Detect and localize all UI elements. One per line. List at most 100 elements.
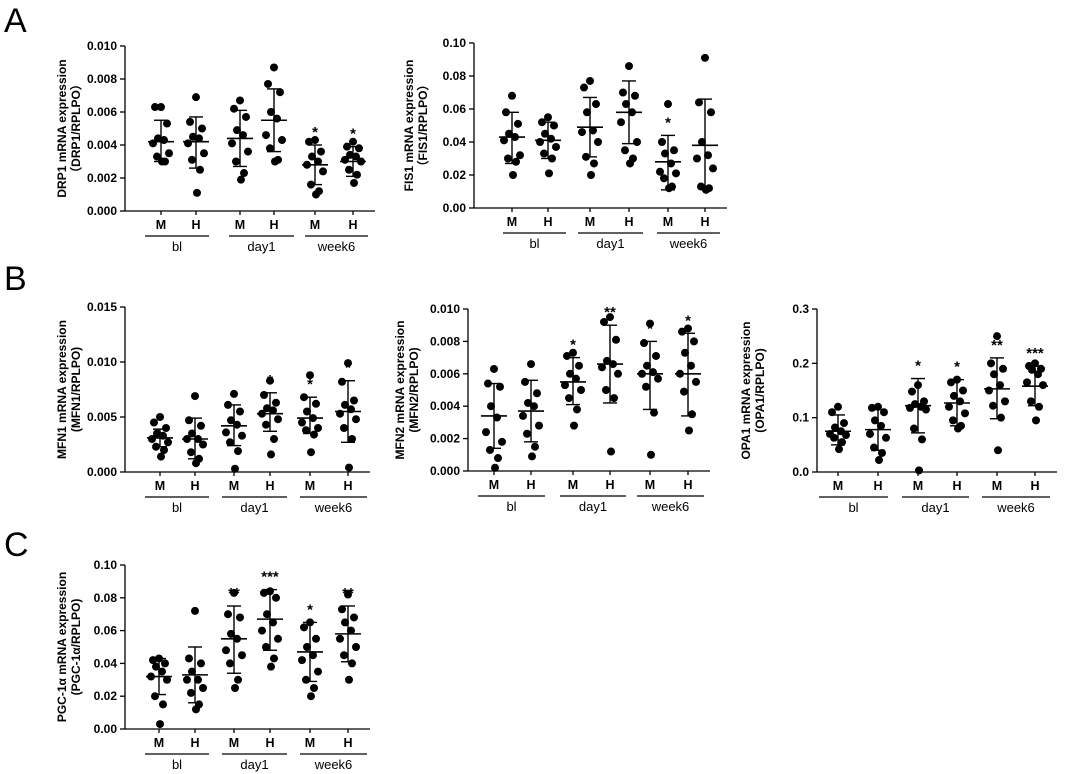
- significance-marker: *: [665, 114, 671, 131]
- category-label: M: [833, 479, 843, 493]
- data-point: [298, 418, 306, 427]
- data-point: [193, 188, 201, 197]
- data-point: [184, 139, 192, 148]
- data-point: [236, 407, 244, 416]
- category-label: H: [624, 215, 633, 229]
- data-point: [345, 675, 353, 684]
- data-point: [238, 431, 246, 440]
- data-point: [153, 429, 161, 438]
- data-point: [527, 360, 535, 369]
- y-tick-label: 0.004: [87, 138, 117, 152]
- panel-letter-c: C: [4, 526, 29, 564]
- data-point: [230, 104, 238, 113]
- category-label: H: [190, 736, 199, 750]
- data-point: [267, 662, 275, 671]
- data-point: [999, 364, 1007, 373]
- data-point: [681, 348, 689, 357]
- data-point: [262, 420, 270, 429]
- data-point: [693, 154, 701, 163]
- category-label: M: [305, 736, 315, 750]
- y-axis-label: DRP1 mRNA expression: [55, 59, 69, 197]
- data-point: [690, 337, 698, 346]
- data-point: [240, 169, 248, 178]
- data-point: [1034, 370, 1042, 379]
- data-point: [508, 91, 516, 100]
- data-point: [840, 419, 848, 428]
- data-point: [577, 386, 585, 394]
- data-point: [614, 369, 622, 378]
- data-point: [154, 134, 162, 143]
- data-point: [352, 415, 360, 424]
- data-point: [643, 361, 651, 370]
- data-point: [187, 448, 195, 457]
- data-point: [684, 324, 692, 333]
- group-label: day1: [240, 757, 268, 772]
- data-point: [189, 132, 197, 141]
- data-point: [163, 675, 171, 684]
- data-point: [504, 154, 512, 163]
- data-point: [619, 88, 627, 97]
- significance-marker: **: [604, 304, 616, 321]
- data-point: [307, 692, 315, 701]
- category-label: M: [568, 478, 578, 492]
- data-point: [305, 137, 313, 146]
- significance-marker: *: [312, 124, 318, 141]
- category-label: H: [343, 736, 352, 750]
- data-point: [227, 416, 235, 425]
- data-point: [191, 606, 199, 615]
- data-point: [195, 134, 203, 143]
- category-label: M: [156, 218, 166, 232]
- data-point: [269, 618, 277, 627]
- y-tick-label: 0.002: [430, 432, 460, 446]
- data-point: [233, 126, 241, 135]
- data-point: [270, 435, 278, 443]
- data-point: [264, 79, 272, 88]
- data-point: [533, 389, 541, 398]
- data-point: [908, 387, 916, 396]
- significance-marker: *: [350, 126, 356, 143]
- data-point: [302, 426, 310, 435]
- data-point: [606, 313, 614, 322]
- data-point: [300, 623, 308, 632]
- y-tick-label: 0.006: [430, 367, 460, 381]
- data-point: [491, 463, 499, 472]
- data-point: [531, 442, 539, 451]
- data-point: [319, 167, 327, 176]
- y-tick-label: 0.008: [430, 334, 460, 348]
- data-point: [156, 720, 164, 729]
- y-axis-label: (PGC-1α/RPLPO): [69, 599, 83, 696]
- group-label: day1: [596, 236, 624, 251]
- panel-letter-b: B: [4, 260, 27, 298]
- y-tick-label: 0.000: [87, 204, 117, 218]
- data-point: [260, 588, 268, 597]
- data-point: [835, 445, 843, 454]
- data-point: [348, 435, 356, 443]
- group-label: bl: [172, 500, 182, 515]
- data-point: [227, 629, 235, 638]
- significance-marker: *: [647, 320, 653, 337]
- data-point: [345, 165, 353, 174]
- data-point: [148, 435, 156, 443]
- data-point: [834, 402, 842, 411]
- data-point: [340, 424, 348, 432]
- data-point: [303, 407, 311, 416]
- data-point: [672, 169, 680, 178]
- data-point: [191, 392, 199, 401]
- y-tick-label: 0.1: [792, 411, 809, 425]
- y-tick-label: 0.004: [430, 399, 460, 413]
- data-point: [226, 659, 234, 668]
- chart-mfn1: 0.000 0.005 0.010 0.015 MFN1 mRNA expression…: [55, 300, 370, 515]
- chart-pgc1a: 0.00 0.02 0.04 0.06 0.08 0.10 PGC-1α mRNA expr…: [55, 558, 370, 772]
- data-point: [314, 424, 322, 432]
- data-point: [701, 53, 709, 62]
- data-point: [314, 667, 322, 676]
- data-point: [830, 433, 838, 442]
- data-point: [165, 149, 173, 158]
- data-point: [498, 437, 506, 446]
- data-point: [607, 447, 615, 456]
- y-tick-label: 0.06: [443, 102, 467, 116]
- data-point: [230, 389, 238, 398]
- y-axis-label: FIS1 mRNA expression: [402, 60, 416, 192]
- data-point: [349, 137, 357, 146]
- data-point: [1039, 381, 1047, 390]
